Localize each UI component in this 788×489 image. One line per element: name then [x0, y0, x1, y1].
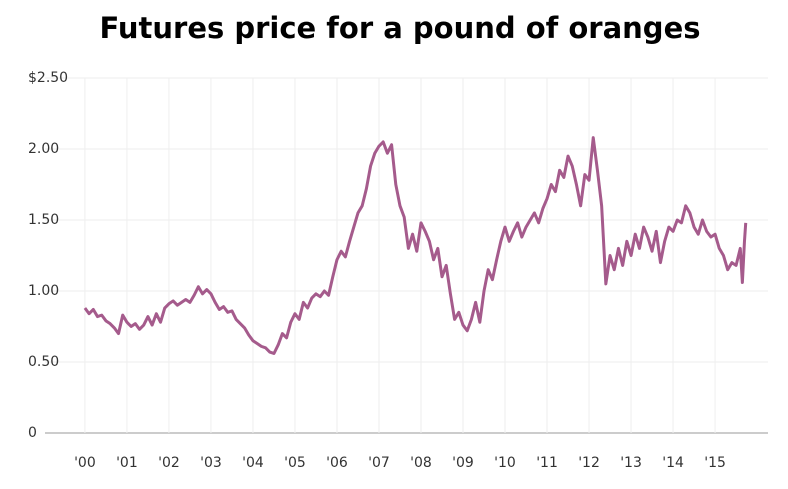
x-tick-label: '03 [200, 455, 222, 471]
y-tick-label: $2.50 [28, 70, 68, 86]
price-line [83, 136, 748, 355]
x-tick-label: '10 [494, 455, 516, 471]
y-tick-label: 2.00 [28, 141, 59, 157]
x-tick-label: '12 [578, 455, 600, 471]
x-tick-label: '05 [284, 455, 306, 471]
y-tick-label: 0 [28, 425, 37, 441]
y-tick-label: 1.50 [28, 212, 59, 228]
y-tick-label: 0.50 [28, 354, 59, 370]
y-tick-label: 1.00 [28, 283, 59, 299]
x-tick-label: '07 [368, 455, 390, 471]
x-tick-label: '08 [410, 455, 432, 471]
x-tick-label: '09 [452, 455, 474, 471]
x-tick-label: '14 [662, 455, 684, 471]
x-tick-label: '11 [536, 455, 558, 471]
chart-title: Futures price for a pound of oranges [100, 11, 701, 45]
x-tick-label: '00 [74, 455, 96, 471]
x-tick-label: '04 [242, 455, 264, 471]
x-tick-label: '01 [116, 455, 138, 471]
x-tick-label: '02 [158, 455, 180, 471]
x-tick-label: '06 [326, 455, 348, 471]
x-tick-label: '15 [704, 455, 726, 471]
x-tick-label: '13 [620, 455, 642, 471]
